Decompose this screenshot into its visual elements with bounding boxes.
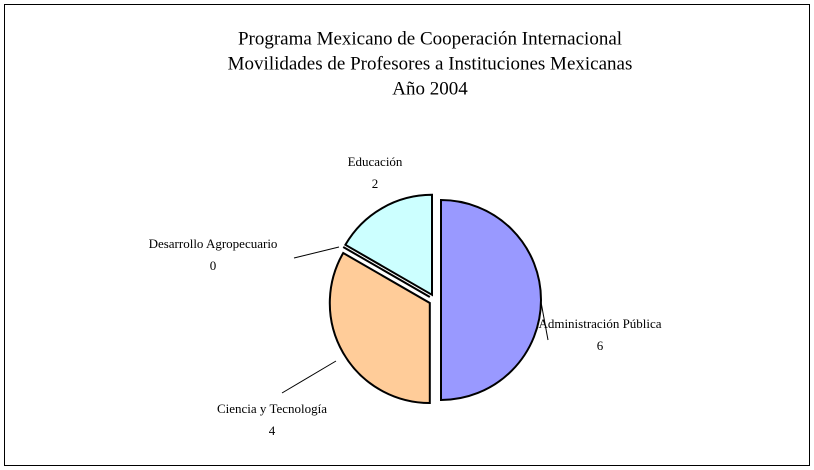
slice-value: 0	[210, 258, 217, 273]
slice-value: 4	[269, 423, 276, 438]
leader-line	[540, 301, 549, 341]
pie-slice	[328, 251, 431, 405]
chart-title: Programa Mexicano de Cooperación Interna…	[238, 28, 622, 49]
slice-value: 2	[372, 176, 379, 191]
pie-slice	[342, 246, 431, 298]
pie-slice	[344, 193, 433, 297]
slice-label: Administración Pública	[538, 316, 661, 331]
slice-label: Educación	[348, 154, 403, 169]
pie-slice	[440, 198, 542, 402]
chart-title: Año 2004	[392, 78, 468, 99]
leader-line	[293, 246, 340, 259]
slice-value: 6	[597, 338, 604, 353]
chart-title: Movilidades de Profesores a Institucione…	[228, 53, 633, 74]
leader-line	[281, 360, 337, 394]
slice-label: Ciencia y Tecnología	[217, 401, 327, 416]
slice-label: Desarrollo Agropecuario	[149, 236, 278, 251]
